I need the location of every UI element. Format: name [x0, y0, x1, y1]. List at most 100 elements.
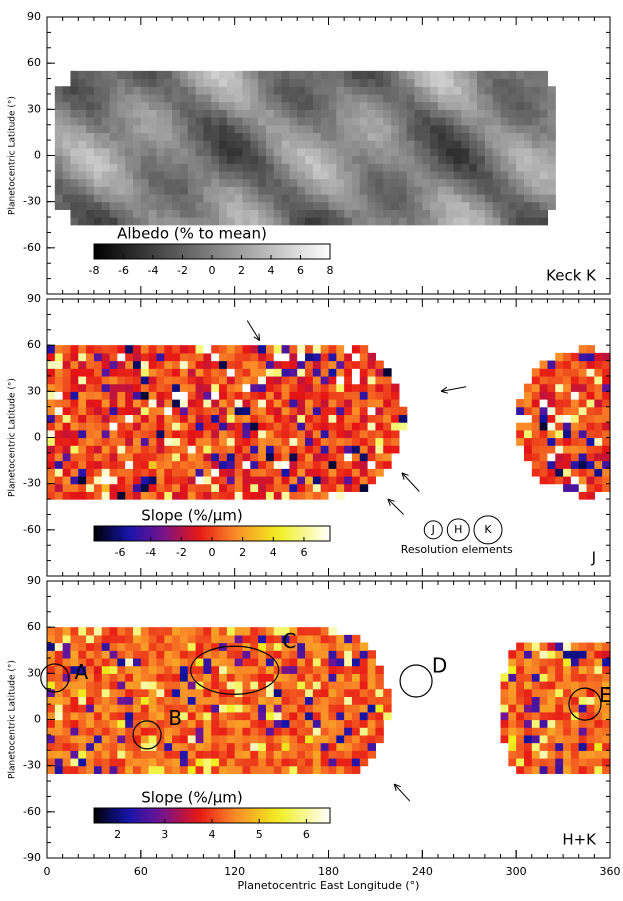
map-pixel [265, 483, 275, 492]
map-pixel [148, 406, 158, 416]
map-pixel [86, 688, 95, 698]
map-pixel [539, 765, 549, 774]
annotation-label: E [599, 683, 612, 707]
map-pixel [547, 719, 556, 728]
map-pixel [523, 711, 533, 721]
map-pixel [359, 750, 369, 759]
map-pixel [273, 406, 283, 416]
map-pixel [375, 93, 384, 103]
map-pixel [179, 163, 189, 172]
map-pixel [234, 681, 244, 690]
map-pixel [437, 201, 447, 210]
map-pixel [265, 201, 275, 210]
map-pixel [187, 627, 197, 636]
map-pixel [477, 132, 486, 141]
map-pixel [570, 383, 580, 392]
map-pixel [289, 360, 298, 369]
map-pixel [140, 765, 150, 774]
colorbar-tick-label: -8 [89, 264, 100, 277]
map-pixel [531, 155, 541, 164]
map-pixel [148, 93, 158, 103]
map-pixel [140, 445, 150, 454]
map-pixel [187, 475, 197, 485]
map-pixel [531, 86, 541, 95]
map-pixel [258, 627, 267, 636]
map-pixel [109, 86, 118, 95]
arrow-head [253, 336, 260, 341]
map-pixel [531, 217, 541, 226]
map-pixel [578, 383, 588, 392]
map-pixel [101, 460, 111, 469]
map-pixel [172, 711, 181, 721]
map-pixel [203, 711, 212, 721]
map-pixel [226, 406, 236, 416]
map-pixel [312, 483, 322, 492]
map-pixel [539, 757, 549, 767]
map-pixel [164, 657, 173, 667]
map-pixel [226, 429, 236, 439]
map-pixel [62, 757, 72, 767]
map-pixel [62, 352, 72, 362]
colorbar-tick-label: 2 [114, 828, 121, 841]
map-pixel [258, 375, 267, 385]
map-pixel [93, 375, 103, 385]
map-pixel [273, 634, 283, 644]
map-pixel [336, 765, 345, 774]
map-pixel [273, 727, 283, 736]
map-pixel [172, 696, 181, 705]
map-pixel [273, 375, 283, 385]
map-pixel [445, 109, 455, 118]
map-pixel [148, 491, 158, 500]
map-pixel [156, 673, 165, 682]
arrow-head [387, 498, 391, 506]
map-pixel [578, 375, 588, 385]
map-pixel [133, 109, 142, 118]
map-pixel [305, 491, 314, 500]
colorbar-tick-label: 4 [268, 264, 275, 277]
map-pixel [78, 460, 87, 469]
map-pixel [93, 178, 103, 187]
map-pixel [351, 750, 361, 759]
map-pixel [86, 201, 95, 210]
map-pixel [265, 429, 275, 439]
map-pixel [492, 186, 502, 195]
map-pixel [195, 345, 204, 354]
map-pixel [226, 650, 236, 659]
map-pixel [461, 93, 470, 103]
map-pixel [367, 750, 377, 759]
colorbar-tick-label: 0 [209, 264, 216, 277]
map-pixel [125, 109, 134, 118]
map-pixel [375, 665, 384, 674]
map-pixel [445, 140, 455, 149]
map-pixel [148, 757, 158, 767]
map-pixel [344, 399, 353, 408]
map-pixel [250, 360, 259, 369]
map-pixel [281, 78, 291, 87]
map-pixel [547, 399, 556, 408]
map-pixel [305, 460, 314, 469]
map-pixel [140, 117, 150, 126]
map-pixel [289, 445, 298, 454]
map-pixel [336, 742, 345, 751]
map-pixel [484, 93, 494, 103]
map-pixel [383, 170, 392, 180]
map-pixel [594, 445, 603, 454]
map-pixel [406, 201, 416, 210]
map-pixel [305, 375, 314, 385]
map-pixel [547, 704, 556, 713]
map-pixel [211, 445, 220, 454]
map-pixel [133, 491, 142, 500]
map-pixel [523, 209, 533, 218]
map-pixel [398, 186, 408, 195]
map-pixel [203, 170, 212, 180]
map-pixel [156, 383, 165, 392]
map-pixel [539, 445, 549, 454]
map-pixel [187, 406, 197, 416]
map-pixel [359, 650, 369, 659]
map-pixel [312, 634, 322, 644]
map-pixel [289, 201, 298, 210]
map-pixel [563, 460, 572, 469]
map-pixel [344, 93, 353, 103]
map-pixel [101, 742, 111, 751]
map-pixel [531, 406, 541, 416]
